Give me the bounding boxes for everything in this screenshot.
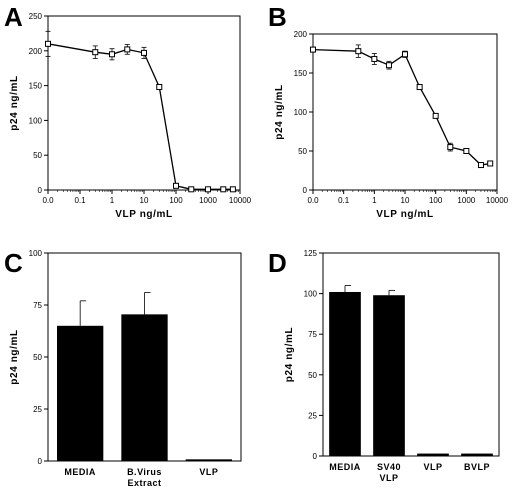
y-tick-label: 100 [304,290,318,299]
x-tick-label: 10000 [229,196,252,205]
data-point [463,148,470,154]
data-point [205,186,211,193]
bar [121,314,168,461]
y-tick-label: 125 [304,249,318,258]
bar [185,459,232,461]
x-tick-label: 10000 [486,196,509,205]
data-point [371,55,378,62]
y-tick-label: 25 [308,411,317,420]
data-point [124,46,131,53]
bar [57,325,104,461]
y-tick-label: 200 [29,47,43,56]
panel-letter-c: C [4,248,23,278]
y-tick-label: 50 [33,353,42,362]
category-label: VLP [423,462,442,472]
y-tick-label: 75 [308,330,317,339]
bar [461,453,493,456]
y-axis-title: p24 ng/mL [274,84,285,139]
y-tick-label: 200 [294,30,308,39]
category-label: MEDIA [64,467,96,477]
x-tick-label: 100 [169,196,183,205]
data-point [447,144,454,151]
y-tick-label: 50 [308,371,317,380]
x-tick-label: 10 [140,196,149,205]
category-label: Extract [127,478,161,488]
series-line [47,43,233,190]
category-label: B.Virus [127,467,162,477]
x-tick-label: 1 [372,196,377,205]
y-tick-label: 0 [38,457,43,466]
x-tick-label: 100 [429,196,443,205]
data-point [487,160,494,167]
y-tick-label: 25 [33,405,42,414]
category-label: SV40 [377,462,401,472]
y-tick-label: 150 [294,69,308,78]
bar [417,453,449,456]
data-point [141,49,147,56]
panel-letter-a: A [4,2,23,32]
data-point [45,40,51,47]
y-tick-label: 100 [29,249,43,258]
category-label: MEDIA [329,462,361,472]
y-tick-label: 0 [303,186,308,195]
y-tick-label: 250 [29,12,43,21]
series-line [312,48,491,166]
y-axis-title: p24 ng/mL [284,327,295,382]
data-point [402,51,408,58]
bar [373,295,405,456]
category-label: VLP [379,473,398,483]
data-point [156,83,163,90]
category-label: BVLP [464,462,490,472]
data-point [355,48,362,55]
y-tick-label: 100 [29,116,43,125]
plot-frame [322,252,500,457]
y-tick-label: 75 [33,301,42,310]
panel-letter-b: B [268,2,287,32]
plot-frame [47,15,241,191]
data-point [432,112,439,119]
y-tick-label: 150 [29,82,43,91]
data-point [385,62,392,69]
x-tick-label: 10 [401,196,410,205]
y-tick-label: 0 [38,186,43,195]
bar [329,291,361,456]
y-tick-label: 50 [33,151,42,160]
x-tick-label: 1000 [457,196,475,205]
x-axis-title: VLP ng/mL [376,209,433,220]
y-tick-label: 0 [313,452,318,461]
y-tick-label: 50 [298,147,307,156]
data-point [188,186,195,193]
data-point [477,162,484,169]
data-point [310,46,316,53]
x-tick-label: 1 [110,196,115,205]
x-axis-title: VLP ng/mL [115,209,172,220]
y-tick-label: 100 [294,108,308,117]
category-label: VLP [199,467,218,477]
data-point [109,51,115,58]
x-tick-label: 0.0 [307,196,319,205]
y-axis-title: p24 ng/mL [9,329,20,384]
y-axis-title: p24 ng/mL [9,75,20,130]
x-tick-label: 0.1 [74,196,86,205]
data-point [416,84,423,91]
x-tick-label: 0.1 [338,196,350,205]
panel-letter-d: D [268,248,287,278]
x-tick-label: 1000 [199,196,217,205]
data-point [229,186,236,193]
data-point [92,49,99,56]
x-tick-label: 0.0 [42,196,54,205]
data-point [173,182,179,189]
data-point [220,186,227,193]
